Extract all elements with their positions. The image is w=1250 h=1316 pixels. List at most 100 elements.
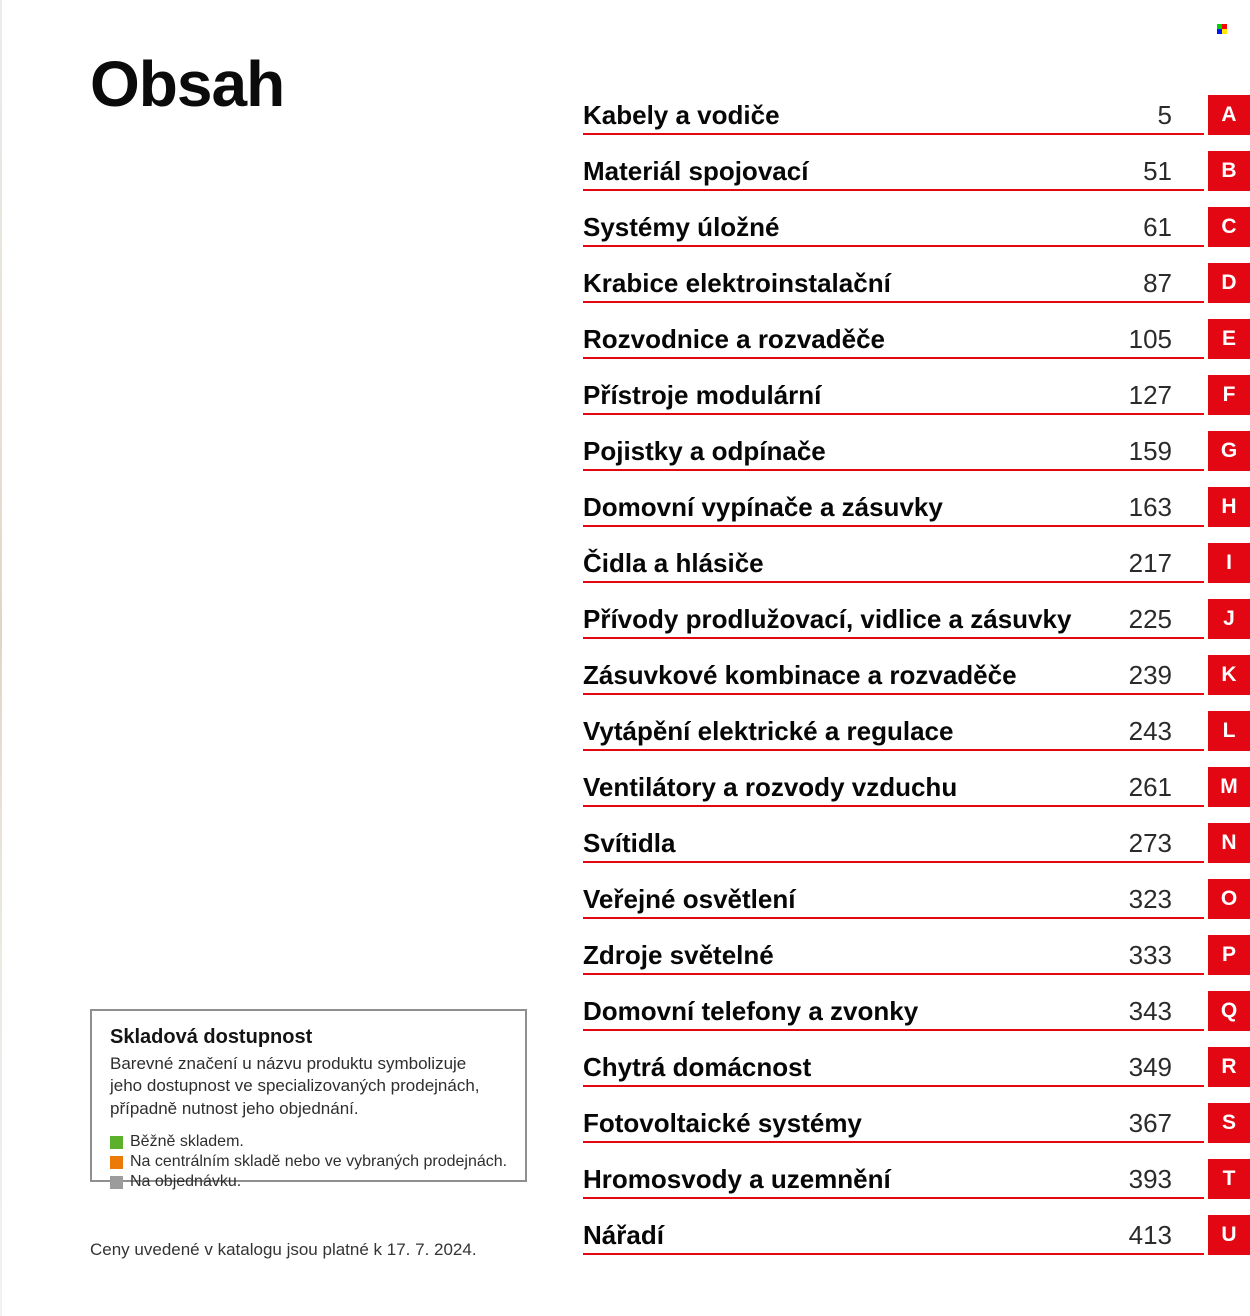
toc-entry-label: Systémy úložné xyxy=(583,212,780,242)
toc-entry-underline xyxy=(583,861,1204,863)
toc-entry-page-number: 225 xyxy=(1128,604,1172,634)
toc-entry-underline xyxy=(583,805,1204,807)
toc-entry-page-number: 367 xyxy=(1128,1108,1172,1138)
toc-row[interactable]: Veřejné osvětlení 323 O xyxy=(583,879,1250,935)
toc-row[interactable]: Fotovoltaické systémy 367 S xyxy=(583,1103,1250,1159)
stock-availability-box: Skladová dostupnost Barevné značení u ná… xyxy=(90,1009,527,1190)
toc-entry-underline xyxy=(583,1085,1204,1087)
toc-entry-underline xyxy=(583,1029,1204,1031)
toc-entry-underline xyxy=(583,1141,1204,1143)
toc-section-letter-badge: C xyxy=(1208,207,1250,247)
toc-row[interactable]: Krabice elektroinstalační 87 D xyxy=(583,263,1250,319)
toc-entry-underline xyxy=(583,525,1204,527)
availability-legend-label: Na objednávku. xyxy=(130,1173,242,1191)
availability-legend-item: Na objednávku. xyxy=(110,1173,507,1191)
toc-entry-page-number: 243 xyxy=(1128,716,1172,746)
toc-section-letter-badge: D xyxy=(1208,263,1250,303)
toc-row[interactable]: Domovní telefony a zvonky 343 Q xyxy=(583,991,1250,1047)
toc-row[interactable]: Kabely a vodiče 5 A xyxy=(583,95,1250,151)
toc-entry-label: Zásuvkové kombinace a rozvaděče xyxy=(583,660,1017,690)
toc-entry-label: Rozvodnice a rozvaděče xyxy=(583,324,885,354)
toc-section-letter-badge: Q xyxy=(1208,991,1250,1031)
toc-row[interactable]: Chytrá domácnost 349 R xyxy=(583,1047,1250,1103)
toc-row[interactable]: Zdroje světelné 333 P xyxy=(583,935,1250,991)
toc-entry-label: Pojistky a odpínače xyxy=(583,436,826,466)
toc-section-letter-badge: O xyxy=(1208,879,1250,919)
toc-entry-label: Hromosvody a uzemnění xyxy=(583,1164,891,1194)
toc-row[interactable]: Nářadí 413 U xyxy=(583,1215,1250,1271)
color-grid-cell-red xyxy=(1222,24,1227,29)
toc-entry-underline xyxy=(583,1197,1204,1199)
availability-legend-label: Na centrálním skladě nebo ve vybraných p… xyxy=(130,1153,508,1171)
toc-entry-label: Zdroje světelné xyxy=(583,940,774,970)
toc-entry-page-number: 261 xyxy=(1128,772,1172,802)
toc-entry-page-number: 127 xyxy=(1128,380,1172,410)
toc-entry-page-number: 5 xyxy=(1157,100,1172,130)
toc-section-letter-badge: T xyxy=(1208,1159,1250,1199)
toc-row[interactable]: Vytápění elektrické a regulace 243 L xyxy=(583,711,1250,767)
toc-entry-underline xyxy=(583,357,1204,359)
toc-entry-page-number: 239 xyxy=(1128,660,1172,690)
toc-row[interactable]: Ventilátory a rozvody vzduchu 261 M xyxy=(583,767,1250,823)
toc-section-letter-badge: G xyxy=(1208,431,1250,471)
color-grid-cell-blue xyxy=(1217,29,1222,34)
toc-section-letter-badge: R xyxy=(1208,1047,1250,1087)
toc-entry-page-number: 51 xyxy=(1143,156,1172,186)
toc-entry-underline xyxy=(583,637,1204,639)
toc-entry-label: Vytápění elektrické a regulace xyxy=(583,716,954,746)
toc-entry-page-number: 323 xyxy=(1128,884,1172,914)
toc-entry-label: Nářadí xyxy=(583,1220,664,1250)
toc-row[interactable]: Pojistky a odpínače 159 G xyxy=(583,431,1250,487)
toc-row[interactable]: Rozvodnice a rozvaděče 105 E xyxy=(583,319,1250,375)
toc-row[interactable]: Hromosvody a uzemnění 393 T xyxy=(583,1159,1250,1215)
color-grid-cell-yellow xyxy=(1222,29,1227,34)
toc-section-letter-badge: M xyxy=(1208,767,1250,807)
toc-row[interactable]: Přístroje modulární 127 F xyxy=(583,375,1250,431)
toc-section-letter-badge: S xyxy=(1208,1103,1250,1143)
toc-entry-label: Domovní vypínače a zásuvky xyxy=(583,492,943,522)
toc-section-letter-badge: A xyxy=(1208,95,1250,135)
toc-section-letter-badge: E xyxy=(1208,319,1250,359)
toc-entry-label: Kabely a vodiče xyxy=(583,100,780,130)
stock-availability-legend: Běžně skladem. Na centrálním skladě nebo… xyxy=(110,1133,508,1191)
toc-row[interactable]: Přívody prodlužovací, vidlice a zásuvky … xyxy=(583,599,1250,655)
toc-row[interactable]: Zásuvkové kombinace a rozvaděče 239 K xyxy=(583,655,1250,711)
prices-validity-note: Ceny uvedené v katalogu jsou platné k 17… xyxy=(90,1240,477,1259)
stock-availability-title: Skladová dostupnost xyxy=(110,1026,313,1048)
page-title: Obsah xyxy=(90,48,285,120)
availability-legend-label: Běžně skladem. xyxy=(130,1133,244,1151)
toc-entry-label: Svítidla xyxy=(583,828,676,858)
toc-entry-page-number: 343 xyxy=(1128,996,1172,1026)
toc-entry-underline xyxy=(583,917,1204,919)
toc-entry-page-number: 87 xyxy=(1143,268,1172,298)
toc-entry-page-number: 349 xyxy=(1128,1052,1172,1082)
toc-row[interactable]: Čidla a hlásiče 217 I xyxy=(583,543,1250,599)
toc-row[interactable]: Domovní vypínače a zásuvky 163 H xyxy=(583,487,1250,543)
toc-section-letter-badge: I xyxy=(1208,543,1250,583)
toc-entry-page-number: 105 xyxy=(1128,324,1172,354)
toc-entry-label: Čidla a hlásiče xyxy=(583,548,764,578)
toc-entry-underline xyxy=(583,413,1204,415)
toc-entry-underline xyxy=(583,189,1204,191)
toc-section-letter-badge: N xyxy=(1208,823,1250,863)
toc-row[interactable]: Materiál spojovací 51 B xyxy=(583,151,1250,207)
toc-entry-underline xyxy=(583,133,1204,135)
toc-entry-underline xyxy=(583,693,1204,695)
toc-entry-underline xyxy=(583,245,1204,247)
toc-entry-page-number: 393 xyxy=(1128,1164,1172,1194)
toc-entry-page-number: 159 xyxy=(1128,436,1172,466)
toc-entry-label: Ventilátory a rozvody vzduchu xyxy=(583,772,958,802)
toc-entry-page-number: 217 xyxy=(1128,548,1172,578)
toc-entry-label: Domovní telefony a zvonky xyxy=(583,996,919,1026)
toc-entry-underline xyxy=(583,749,1204,751)
toc-row[interactable]: Svítidla 273 N xyxy=(583,823,1250,879)
color-grid-cell-green xyxy=(1217,24,1222,29)
toc-row[interactable]: Systémy úložné 61 C xyxy=(583,207,1250,263)
toc-entry-label: Krabice elektroinstalační xyxy=(583,268,891,298)
toc-entry-underline xyxy=(583,301,1204,303)
toc-section-letter-badge: U xyxy=(1208,1215,1250,1255)
toc-entry-label: Fotovoltaické systémy xyxy=(583,1108,862,1138)
toc-entry-page-number: 413 xyxy=(1128,1220,1172,1250)
toc-entry-page-number: 163 xyxy=(1128,492,1172,522)
